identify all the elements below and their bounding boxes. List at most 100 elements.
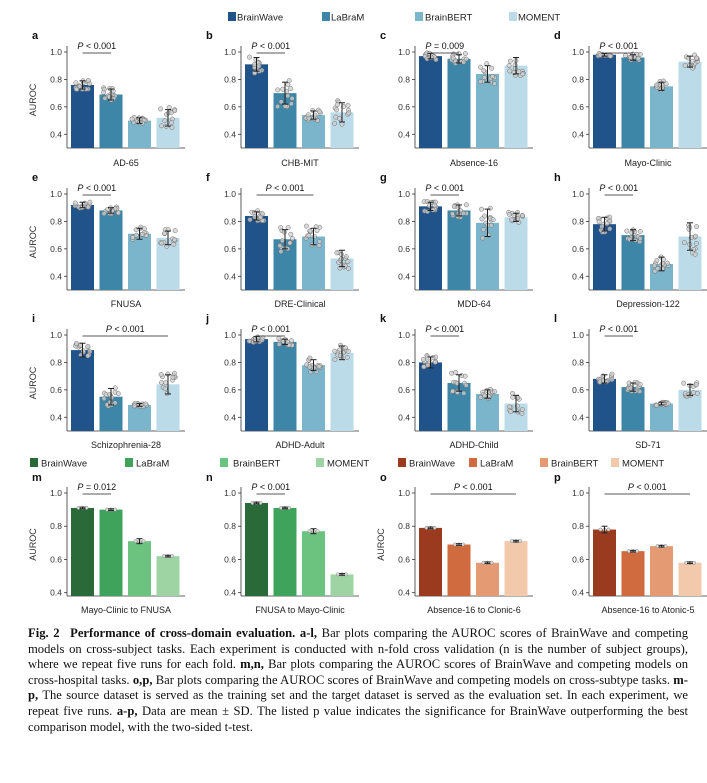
panel-title: FNUSA to Mayo-Clinic [255,605,345,615]
panel-g: g 0.4 0.6 0.8 1.0 P < 0.001 MDD-64 [380,172,533,309]
panel-letter: h [554,172,561,184]
y-tick-label: 0.8 [50,521,62,531]
bar-BrainWave [245,215,268,290]
data-point [479,216,485,222]
data-point [518,539,522,544]
y-tick-label: 0.4 [572,412,584,422]
data-point [604,215,610,221]
data-point [479,206,484,212]
data-point [170,554,174,559]
y-tick-label: 1.0 [398,189,410,199]
bar-BrainWave [419,206,442,290]
p-value: P < 0.001 [599,324,638,334]
y-tick-label: 0.8 [398,74,410,84]
legend-label: BrainBERT [551,459,599,470]
panel-j: j 0.4 0.6 0.8 1.0 P < 0.001 ADHD-Adult [205,313,359,450]
y-tick-label: 0.6 [224,385,236,395]
y-tick-label: 1.0 [572,330,584,340]
y-tick-label: 0.6 [572,554,584,564]
panel-letter: j [205,313,209,325]
y-tick-label: 0.4 [50,129,62,139]
data-point [143,401,149,407]
legend-swatch [228,12,236,21]
y-tick-label: 0.8 [398,521,410,531]
data-point [425,362,431,368]
data-point [598,527,603,532]
bar-BrainWave [71,350,94,431]
y-tick-label: 1.0 [398,47,410,57]
legend-swatch [125,458,133,467]
data-point [310,107,316,113]
data-point [286,78,292,84]
data-point [654,82,660,88]
bar-MOMENT [504,65,528,148]
data-point [462,51,468,57]
bar-MOMENT [330,112,354,148]
data-point [73,80,79,86]
data-point [133,539,138,544]
data-point [663,544,668,549]
legend-label: BrainWave [409,459,455,470]
y-tick-label: 1.0 [224,189,236,199]
panel-letter: k [380,313,387,325]
data-point [345,102,351,108]
data-point [459,372,465,378]
data-point [72,200,78,206]
data-point [278,99,284,105]
data-point [163,380,169,386]
data-point [116,210,121,216]
y-tick-label: 0.8 [50,357,62,367]
data-point [681,240,687,246]
data-point [336,572,340,577]
bar-LaBraM [621,387,645,431]
bar-BrainWave [71,507,94,596]
y-tick-label: 0.8 [572,521,584,531]
data-point [599,224,605,229]
data-point [651,263,657,269]
p-value: P < 0.001 [599,41,638,51]
bar-LaBraM [447,544,471,596]
data-point [276,335,282,341]
data-point [339,121,345,127]
data-point [346,266,351,271]
panel-letter: p [554,472,561,484]
data-point [344,354,350,360]
data-point [246,338,252,344]
data-point [463,56,469,62]
caption-seg2-text: Bar plots comparing the AUROC scores of … [28,657,688,687]
bar-MOMENT [156,384,180,431]
bar-LaBraM [621,551,645,596]
bar-BrainBERT [302,531,325,596]
panel-letter: d [554,30,561,42]
data-point [635,56,641,61]
data-point [258,501,263,505]
y-tick-label: 1.0 [398,330,410,340]
data-point [159,123,164,129]
caption-seg3-label: o,p, [132,672,153,687]
data-point [289,96,295,101]
data-point [655,266,661,272]
panel-title: Mayo-Clinic [624,158,672,168]
data-point [139,231,145,237]
data-point [343,254,349,260]
bar-MOMENT [504,541,528,596]
data-point [604,221,610,227]
panel-title: ADHD-Child [449,440,498,450]
legend-label: MOMENT [622,459,664,470]
caption-seg4-text: The source dataset is served as the trai… [28,688,689,718]
bar-BrainWave [419,362,442,431]
y-tick-label: 0.4 [50,271,62,281]
bar-BrainBERT [476,393,499,431]
data-point [74,341,80,347]
panel-title: Absence-16 to Clonic-6 [427,605,521,615]
data-point [520,213,525,218]
y-tick-label: 0.6 [398,554,410,564]
legend-swatch [415,12,423,21]
y-tick-label: 0.8 [572,216,584,226]
y-tick-label: 1.0 [572,189,584,199]
panel-l: l 0.4 0.6 0.8 1.0 P < 0.001 SD-71 [554,313,707,450]
data-point [421,364,427,370]
data-point [258,214,264,220]
data-point [332,357,338,363]
y-tick-label: 0.4 [50,412,62,422]
